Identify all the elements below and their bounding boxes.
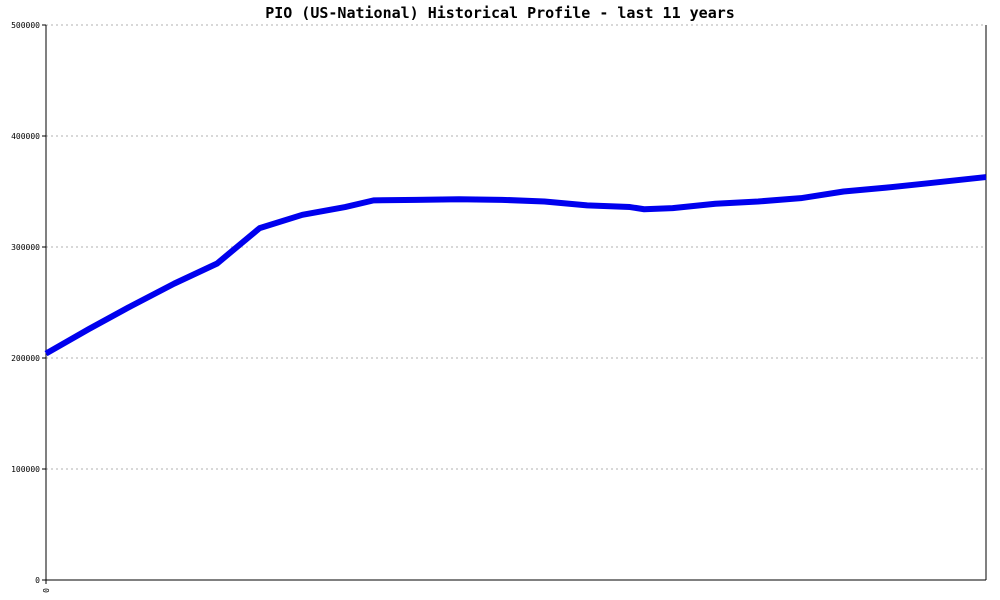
axes xyxy=(45,25,987,581)
x-axis-ticks: 0 xyxy=(42,580,51,593)
y-tick-label-2: 200000 xyxy=(11,354,40,363)
x-tick-label-0: 0 xyxy=(42,588,51,593)
y-tick-label-5: 500000 xyxy=(11,21,40,30)
grid-lines xyxy=(46,24,986,470)
y-tick-label-4: 400000 xyxy=(11,132,40,141)
series-layer xyxy=(44,174,987,357)
y-tick-label-3: 300000 xyxy=(11,243,40,252)
chart-title: PIO (US-National) Historical Profile - l… xyxy=(265,4,735,22)
y-tick-label-1: 100000 xyxy=(11,465,40,474)
y-tick-label-0: 0 xyxy=(35,576,40,585)
series-line-0 xyxy=(44,174,987,357)
y-axis-ticks: 0 100000 200000 300000 400000 500000 xyxy=(11,21,46,585)
